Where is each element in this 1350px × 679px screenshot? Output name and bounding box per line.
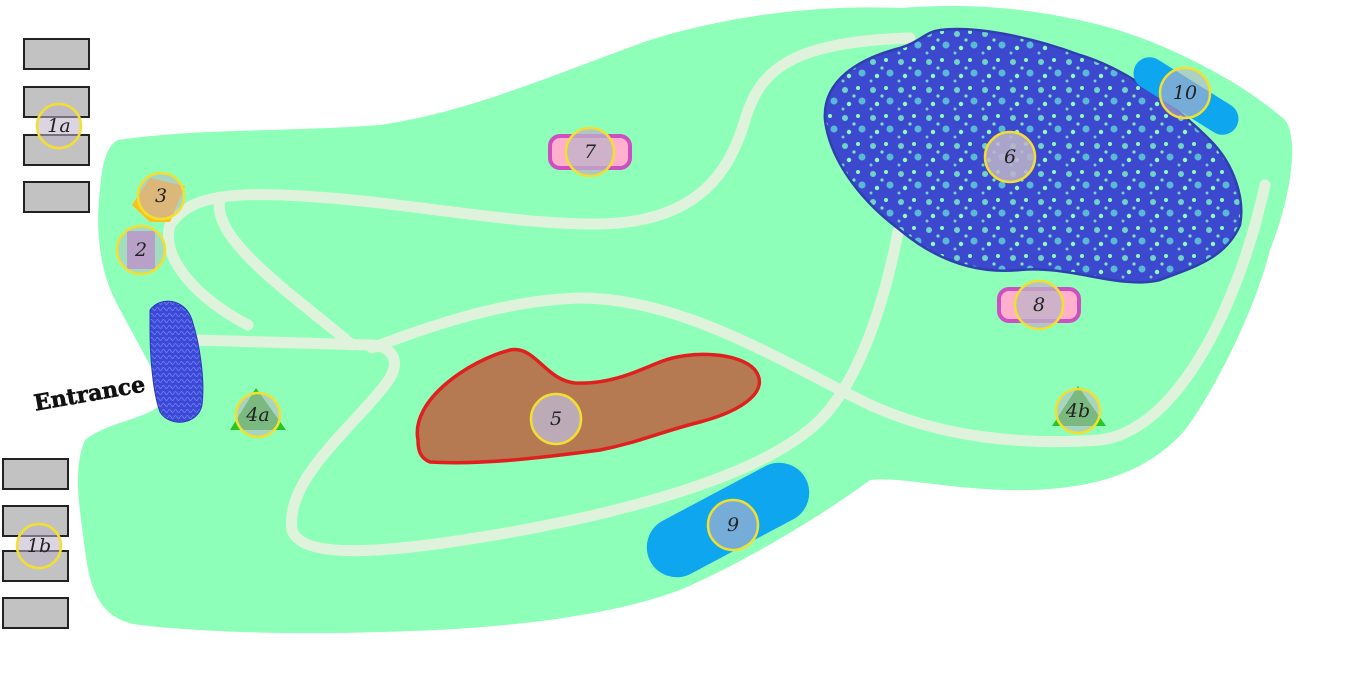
marker-ring bbox=[15, 522, 63, 570]
side-blocks bbox=[2, 38, 90, 629]
marker-ring bbox=[564, 126, 616, 178]
entrance-label: Entrance bbox=[32, 372, 147, 417]
marker-label: 10 bbox=[1173, 82, 1197, 104]
marker-10[interactable]: 10 bbox=[1158, 66, 1212, 120]
marker-ring bbox=[234, 391, 282, 439]
path-lower-loop bbox=[366, 179, 1271, 448]
marker-label: 6 bbox=[1004, 146, 1016, 168]
path-diagonal bbox=[213, 194, 358, 351]
marker-label: 7 bbox=[584, 141, 597, 163]
block-bottom-4 bbox=[2, 597, 69, 629]
marker-label: 2 bbox=[134, 239, 147, 261]
marker-ring bbox=[983, 130, 1037, 184]
marker-8[interactable]: 8 bbox=[1013, 279, 1065, 331]
marker-4a[interactable]: 4a bbox=[234, 391, 282, 439]
path-left-curve bbox=[163, 219, 254, 331]
marker-4b[interactable]: 4b bbox=[1054, 387, 1102, 435]
path-entrance bbox=[189, 334, 376, 351]
marker-label: 8 bbox=[1033, 294, 1045, 316]
marker-ring bbox=[1158, 66, 1212, 120]
dirt-area bbox=[415, 347, 762, 465]
marker-ring bbox=[115, 224, 167, 276]
marker-ring bbox=[136, 171, 186, 221]
marker-6[interactable]: 6 bbox=[983, 130, 1037, 184]
marker-ring bbox=[1013, 279, 1065, 331]
marker-7[interactable]: 7 bbox=[564, 126, 616, 178]
walking-paths bbox=[163, 32, 1271, 557]
marker-5[interactable]: 5 bbox=[529, 392, 583, 446]
marker-1a[interactable]: 1a bbox=[35, 102, 83, 150]
marker-label: 3 bbox=[155, 185, 167, 207]
marker-label: 1a bbox=[47, 115, 70, 137]
markers: 1a 1b 2 3 4a 4b 5 6 bbox=[15, 66, 1212, 570]
marker-3[interactable]: 3 bbox=[136, 171, 186, 221]
path-upper-loop bbox=[164, 32, 916, 231]
purple-post bbox=[127, 231, 155, 269]
marker-1b[interactable]: 1b bbox=[15, 522, 63, 570]
block-top-4 bbox=[23, 181, 90, 213]
marker-2[interactable]: 2 bbox=[115, 224, 167, 276]
marker-ring bbox=[35, 102, 83, 150]
marker-ring bbox=[529, 392, 583, 446]
marker-9[interactable]: 9 bbox=[706, 498, 760, 552]
marker-label: 5 bbox=[550, 408, 562, 430]
marker-label: 1b bbox=[27, 535, 51, 557]
marker-label: 4b bbox=[1065, 400, 1090, 422]
marker-label: 4a bbox=[245, 404, 269, 426]
marker-label: 9 bbox=[727, 514, 739, 536]
entrance-gate bbox=[149, 300, 204, 423]
marker-ring bbox=[1054, 387, 1102, 435]
path-pond-link bbox=[286, 226, 904, 557]
marker-ring bbox=[706, 498, 760, 552]
block-bottom-1 bbox=[2, 458, 69, 490]
block-top-1 bbox=[23, 38, 90, 70]
